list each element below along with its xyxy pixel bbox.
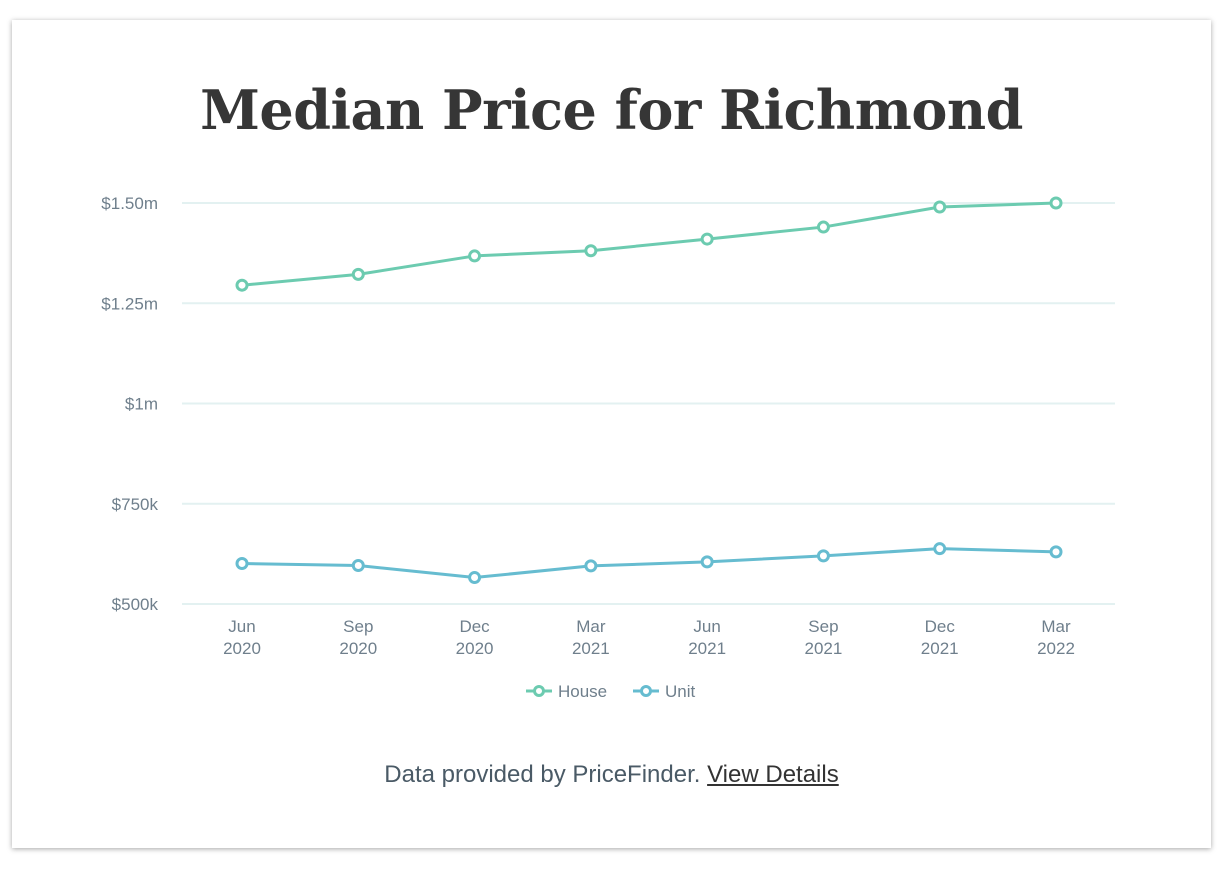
legend-item-house[interactable]: House bbox=[526, 682, 607, 701]
data-point[interactable] bbox=[235, 556, 249, 570]
data-point[interactable] bbox=[700, 232, 714, 246]
grid-lines bbox=[182, 202, 1115, 605]
data-point[interactable] bbox=[1049, 545, 1063, 559]
data-point[interactable] bbox=[584, 559, 598, 573]
y-tick-label: $1m bbox=[125, 395, 158, 414]
y-axis-ticks: $500k $750k $1m $1.25m $1.50m bbox=[101, 194, 158, 614]
view-details-link[interactable]: View Details bbox=[707, 761, 839, 788]
x-tick-label: Mar 2021 bbox=[572, 617, 610, 658]
series-house bbox=[235, 196, 1063, 292]
data-point[interactable] bbox=[584, 244, 598, 258]
x-tick-label: Jun 2021 bbox=[688, 617, 726, 658]
legend: House Unit bbox=[526, 682, 696, 701]
x-tick-label: Sep 2020 bbox=[339, 617, 377, 658]
x-tick-label: Jun 2020 bbox=[223, 617, 261, 658]
legend-swatch-marker bbox=[640, 685, 652, 697]
series-lines bbox=[235, 196, 1063, 585]
x-tick-label: Mar 2022 bbox=[1037, 617, 1075, 658]
data-point[interactable] bbox=[468, 571, 482, 585]
series-line bbox=[241, 547, 1057, 580]
legend-label: House bbox=[558, 682, 607, 701]
legend-item-unit[interactable]: Unit bbox=[633, 682, 696, 701]
y-tick-label: $750k bbox=[112, 495, 159, 514]
data-point[interactable] bbox=[700, 555, 714, 569]
legend-label: Unit bbox=[665, 682, 696, 701]
data-point[interactable] bbox=[235, 278, 249, 292]
x-axis-ticks: Jun 2020 Sep 2020 Dec 2020 Mar 2021 Jun 2021 Sep 20… bbox=[223, 617, 1075, 658]
series-line bbox=[241, 201, 1057, 287]
data-point[interactable] bbox=[468, 249, 482, 263]
data-point[interactable] bbox=[816, 220, 830, 234]
x-tick-label: Dec 2021 bbox=[921, 617, 959, 658]
line-chart: $500k $750k $1m $1.25m $1.50m Jun 2020 Sep 2020… bbox=[101, 194, 1115, 701]
footer-text: Data provided by PriceFinder. bbox=[384, 761, 701, 788]
y-tick-label: $500k bbox=[112, 595, 159, 614]
x-tick-label: Dec 2020 bbox=[456, 617, 494, 658]
data-point[interactable] bbox=[816, 549, 830, 563]
legend-swatch-marker bbox=[533, 685, 545, 697]
y-tick-label: $1.25m bbox=[101, 294, 158, 313]
chart-card: Median Price for Richmond $500k $750k $1m $… bbox=[12, 20, 1211, 848]
x-tick-label: Sep 2021 bbox=[805, 617, 843, 658]
y-tick-label: $1.50m bbox=[101, 194, 158, 213]
data-point[interactable] bbox=[933, 200, 947, 214]
data-point[interactable] bbox=[1049, 196, 1063, 210]
data-point[interactable] bbox=[933, 542, 947, 556]
series-unit bbox=[235, 542, 1063, 585]
chart-title: Median Price for Richmond bbox=[200, 78, 1023, 142]
data-point[interactable] bbox=[351, 267, 365, 281]
footer: Data provided by PriceFinder. View Detai… bbox=[12, 761, 1211, 789]
data-point[interactable] bbox=[351, 559, 365, 573]
